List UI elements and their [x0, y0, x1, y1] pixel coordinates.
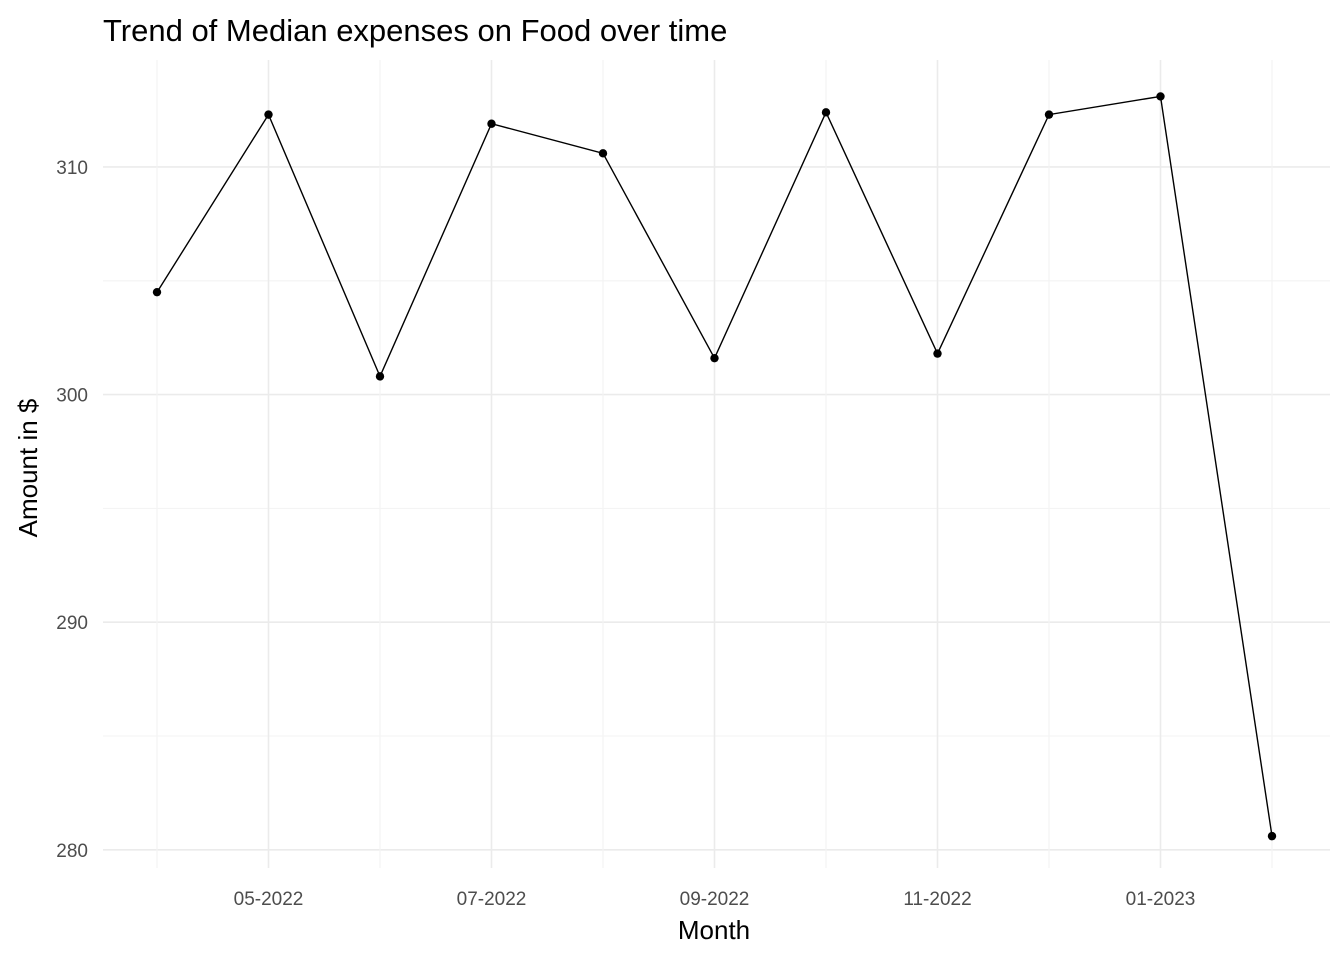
data-point: [933, 349, 942, 358]
data-point: [152, 287, 162, 297]
x-tick-label: 01-2023: [1126, 889, 1196, 910]
data-point: [375, 372, 385, 381]
y-axis-ticks: 280 290 300 310: [56, 158, 88, 862]
data-point: [1267, 831, 1277, 841]
data-point: [1156, 92, 1165, 101]
grid: [103, 60, 1330, 868]
y-tick-label: 280: [56, 841, 88, 862]
x-axis-ticks: 05-2022 07-2022 09-2022 11-2022 01-2023: [234, 889, 1196, 910]
chart-title: Trend of Median expenses on Food over ti…: [103, 13, 727, 48]
x-tick-label: 11-2022: [903, 889, 971, 910]
series: [152, 92, 1277, 841]
x-tick-label: 09-2022: [680, 889, 750, 910]
x-tick-label: 07-2022: [457, 889, 527, 910]
data-point: [1044, 110, 1054, 119]
data-point: [487, 119, 496, 128]
y-axis-title: Amount in $: [13, 398, 43, 537]
data-point: [710, 353, 719, 363]
data-point: [598, 149, 608, 158]
x-tick-label: 05-2022: [234, 889, 304, 910]
y-tick-label: 310: [56, 158, 88, 179]
x-axis-title: Month: [678, 915, 750, 945]
data-point: [821, 108, 831, 117]
data-point: [264, 110, 273, 119]
y-tick-label: 290: [56, 613, 88, 634]
y-tick-label: 300: [56, 386, 88, 407]
